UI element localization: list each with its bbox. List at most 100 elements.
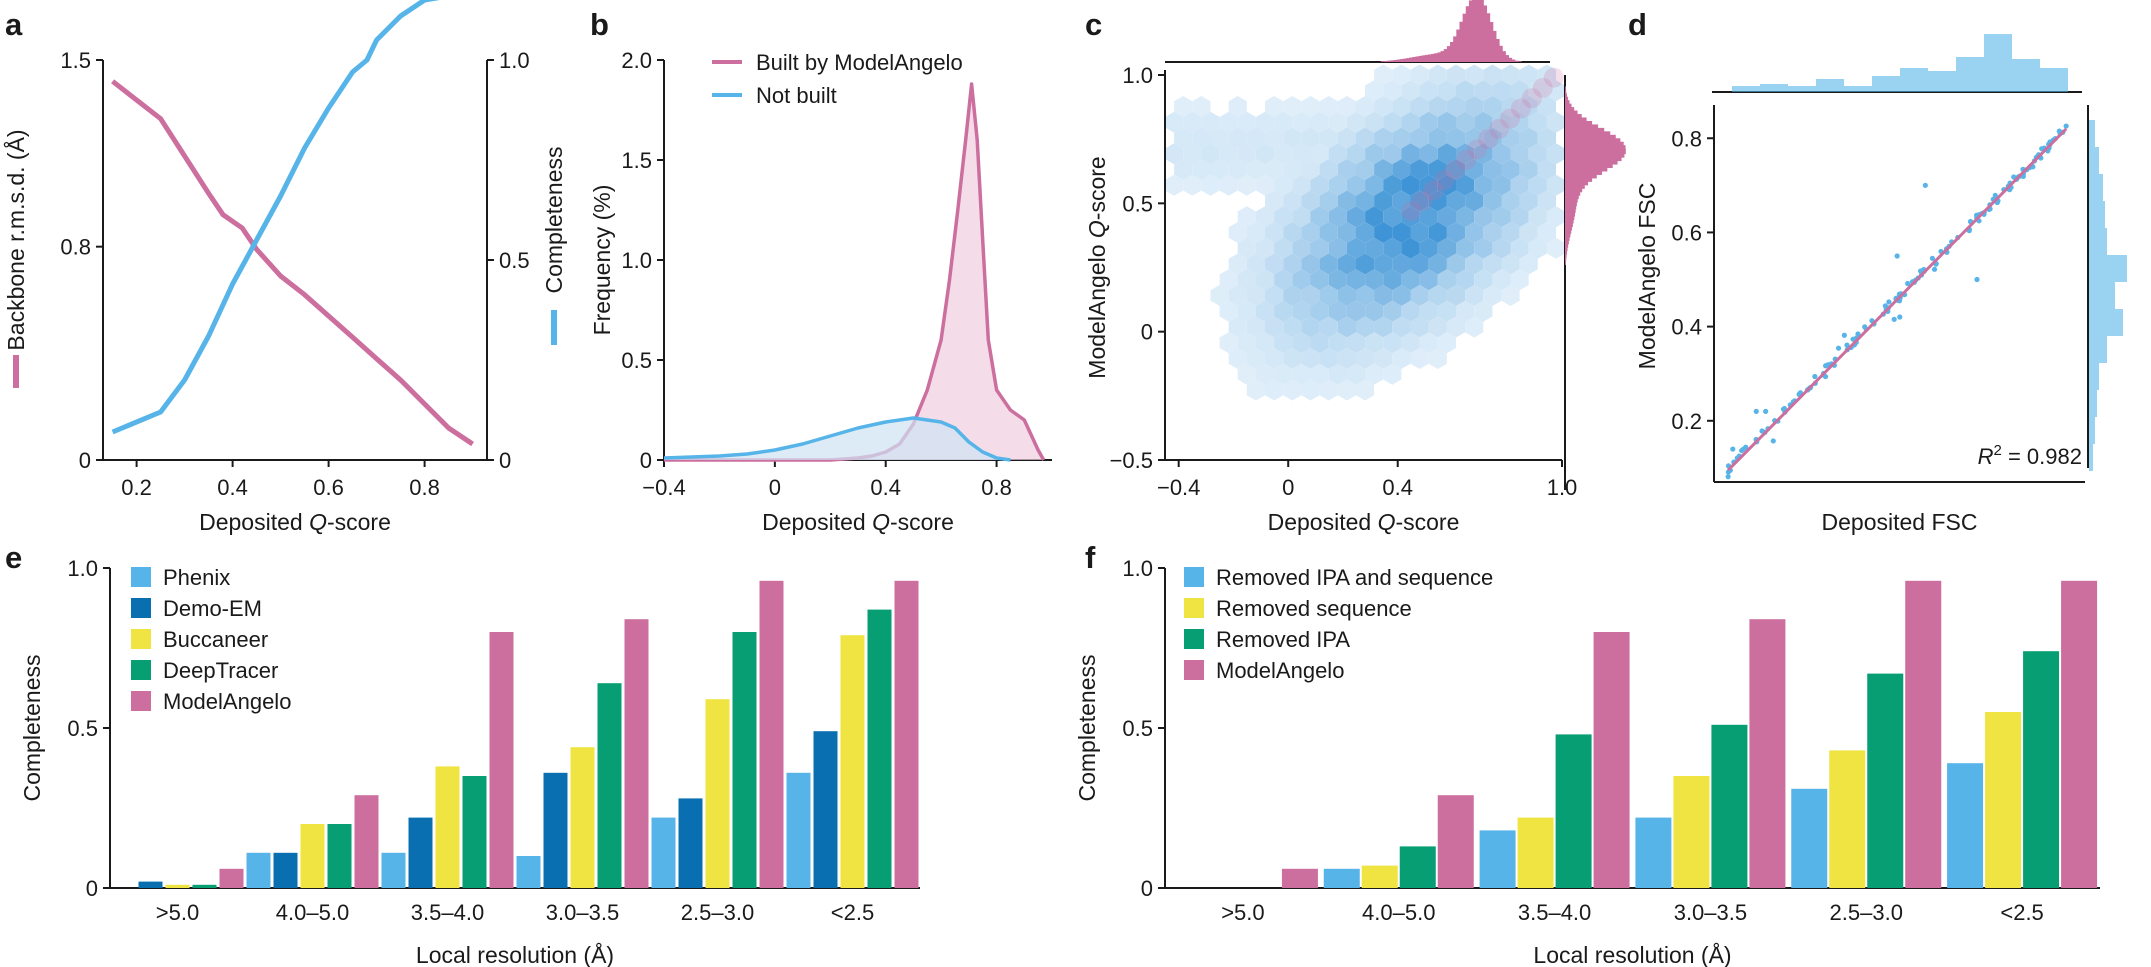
panel-c-right-marginal-bar [1565, 242, 1569, 248]
panel-c-right-marginal-bar [1565, 186, 1583, 193]
panel-c-hexbin [1501, 253, 1520, 275]
panel-f-legend-label: ModelAngelo [1216, 658, 1344, 683]
panel-c-hexbin [1174, 159, 1193, 180]
panel-c-hexbin [1437, 237, 1456, 259]
panel-c-right-marginal-bar [1565, 165, 1608, 172]
panel-a-x-tick-label: 0.6 [313, 475, 344, 500]
panel-c-hexbin [1356, 348, 1375, 369]
panel-d-point [1725, 474, 1731, 480]
panel-c-hexbin [1283, 348, 1302, 369]
panel-c-hexbin [1501, 159, 1520, 180]
panel-c-hexbin [1255, 174, 1275, 196]
panel-c-hexbin [1328, 143, 1347, 165]
panel-e-bar [759, 580, 784, 888]
panel-c-hexbin [1401, 237, 1420, 259]
panel-c-hexbin [1310, 174, 1329, 196]
panel-c-hexbin [1246, 127, 1265, 149]
panel-c-built-overlay [1412, 190, 1433, 211]
panel-c-hexbin [1392, 316, 1411, 338]
panel-c-hexbin [1546, 174, 1566, 196]
panel-c-built-overlay [1401, 201, 1422, 222]
panel-c-x-tick-label: 1.0 [1547, 475, 1578, 500]
panel-f-x-tick-label: 3.0–3.5 [1674, 900, 1747, 925]
panel-c-hexbin [1428, 285, 1447, 306]
panel-c-hexbin [1474, 237, 1493, 259]
panel-c-top-marginal-bar [1462, 13, 1469, 63]
panel-d-right-marginal-bar [2089, 336, 2107, 363]
panel-c-right-marginal-bar [1565, 252, 1567, 259]
panel-c-right-marginal-bar [1565, 138, 1621, 144]
panel-f-bar [1791, 788, 1828, 888]
panel-c-hexbin [1346, 143, 1366, 165]
panel-c-right-marginal-bar [1565, 120, 1593, 127]
panel-e-x-tick-label: 3.0–3.5 [546, 900, 619, 925]
panel-d-top-marginal-bar [1872, 76, 1900, 92]
panel-a-y2-tick-label: 0.5 [499, 248, 530, 273]
panel-e-bar [246, 852, 271, 888]
panel-c-hexbin [1437, 206, 1456, 228]
panel-c-hexbin [1465, 285, 1484, 306]
panel-e-y-tick-label: 1.0 [67, 556, 98, 581]
panel-c-hexbin [1428, 96, 1447, 117]
panel-f-legend-swatch [1184, 629, 1204, 649]
panel-e-bar [489, 632, 514, 888]
panel-c-hexbin [1192, 127, 1211, 149]
panel-c-hexbin [1401, 206, 1420, 228]
panel-c-hexbin [1301, 222, 1320, 243]
panel-c-hexbin [1201, 143, 1220, 165]
panel-c-right-marginal-bar [1565, 224, 1573, 231]
panel-c-top-marginal-bar [1387, 60, 1393, 62]
panel-d-point [1770, 438, 1776, 444]
panel-c-hexbin [1492, 269, 1511, 291]
panel-c-top-marginal-bar [1396, 59, 1402, 62]
panel-c-hexbin [1546, 143, 1566, 165]
panel-c-hexbin [1446, 285, 1466, 306]
panel-c-hexbin [1346, 363, 1366, 385]
panel-d-point [1929, 255, 1936, 261]
panel-c-hexbin [1456, 206, 1475, 228]
panel-c-right-marginal-bar [1565, 148, 1626, 155]
panel-c-hexbin [1474, 111, 1493, 133]
panel-c-top-marginal-bar [1443, 49, 1450, 62]
panel-c-hexbin [1210, 159, 1229, 180]
panel-d-point [2011, 174, 2017, 180]
panel-c-hexbin [1328, 269, 1347, 291]
panel-d-right-marginal-bar [2089, 174, 2103, 201]
panel-c-hexbin [1456, 111, 1475, 133]
panel-c-hexbin [1201, 174, 1220, 196]
panel-c-hexbin [1183, 143, 1202, 165]
panel-d-right-marginal-bar [2089, 363, 2099, 390]
panel-f-bar [1673, 776, 1710, 888]
panel-c-right-marginal-bar [1565, 155, 1622, 162]
panel-c-hexbin [1392, 285, 1411, 306]
panel-d-point [1739, 447, 1745, 454]
panel-c-hexbin [1265, 127, 1284, 149]
panel-c-hexbin [1346, 300, 1366, 322]
panel-f-legend-swatch [1184, 567, 1204, 587]
panel-c-hexbin [1246, 285, 1265, 306]
panel-e-y-label: Completeness [19, 654, 45, 801]
panel-letter-f: f [1085, 540, 1096, 575]
panel-c-hexbin [1501, 96, 1520, 117]
panel-letter-b: b [590, 7, 609, 42]
panel-c-hexbin [1292, 111, 1311, 133]
panel-c-hexbin [1356, 96, 1375, 117]
panel-d-top-marginal-bar [2012, 59, 2040, 92]
panel-c-hexbin [1310, 269, 1329, 291]
panel-c-hexbin [1410, 190, 1429, 212]
panel-d-right-marginal-bar [2089, 417, 2095, 444]
panel-c-top-marginal-bar [1465, 6, 1472, 63]
panel-f-legend-label: Removed IPA [1216, 627, 1350, 652]
panel-c-hexbin [1474, 269, 1493, 291]
panel-c-right-marginal-bar [1565, 193, 1579, 200]
panel-c-top-marginal-bar [1509, 59, 1516, 62]
panel-c-right-marginal-bar [1565, 197, 1578, 203]
panel-c-hexbin [1310, 237, 1329, 259]
panel-c-hexbin [1428, 190, 1447, 212]
panel-c-top-marginal-bar [1412, 57, 1418, 62]
panel-c-built-overlay [1445, 159, 1466, 180]
panel-c-right-marginal-bar [1565, 172, 1597, 179]
panel-e-bar [570, 747, 595, 888]
panel-c-hexbin [1474, 300, 1493, 322]
panel-c-top-marginal-bar [1478, 0, 1484, 62]
